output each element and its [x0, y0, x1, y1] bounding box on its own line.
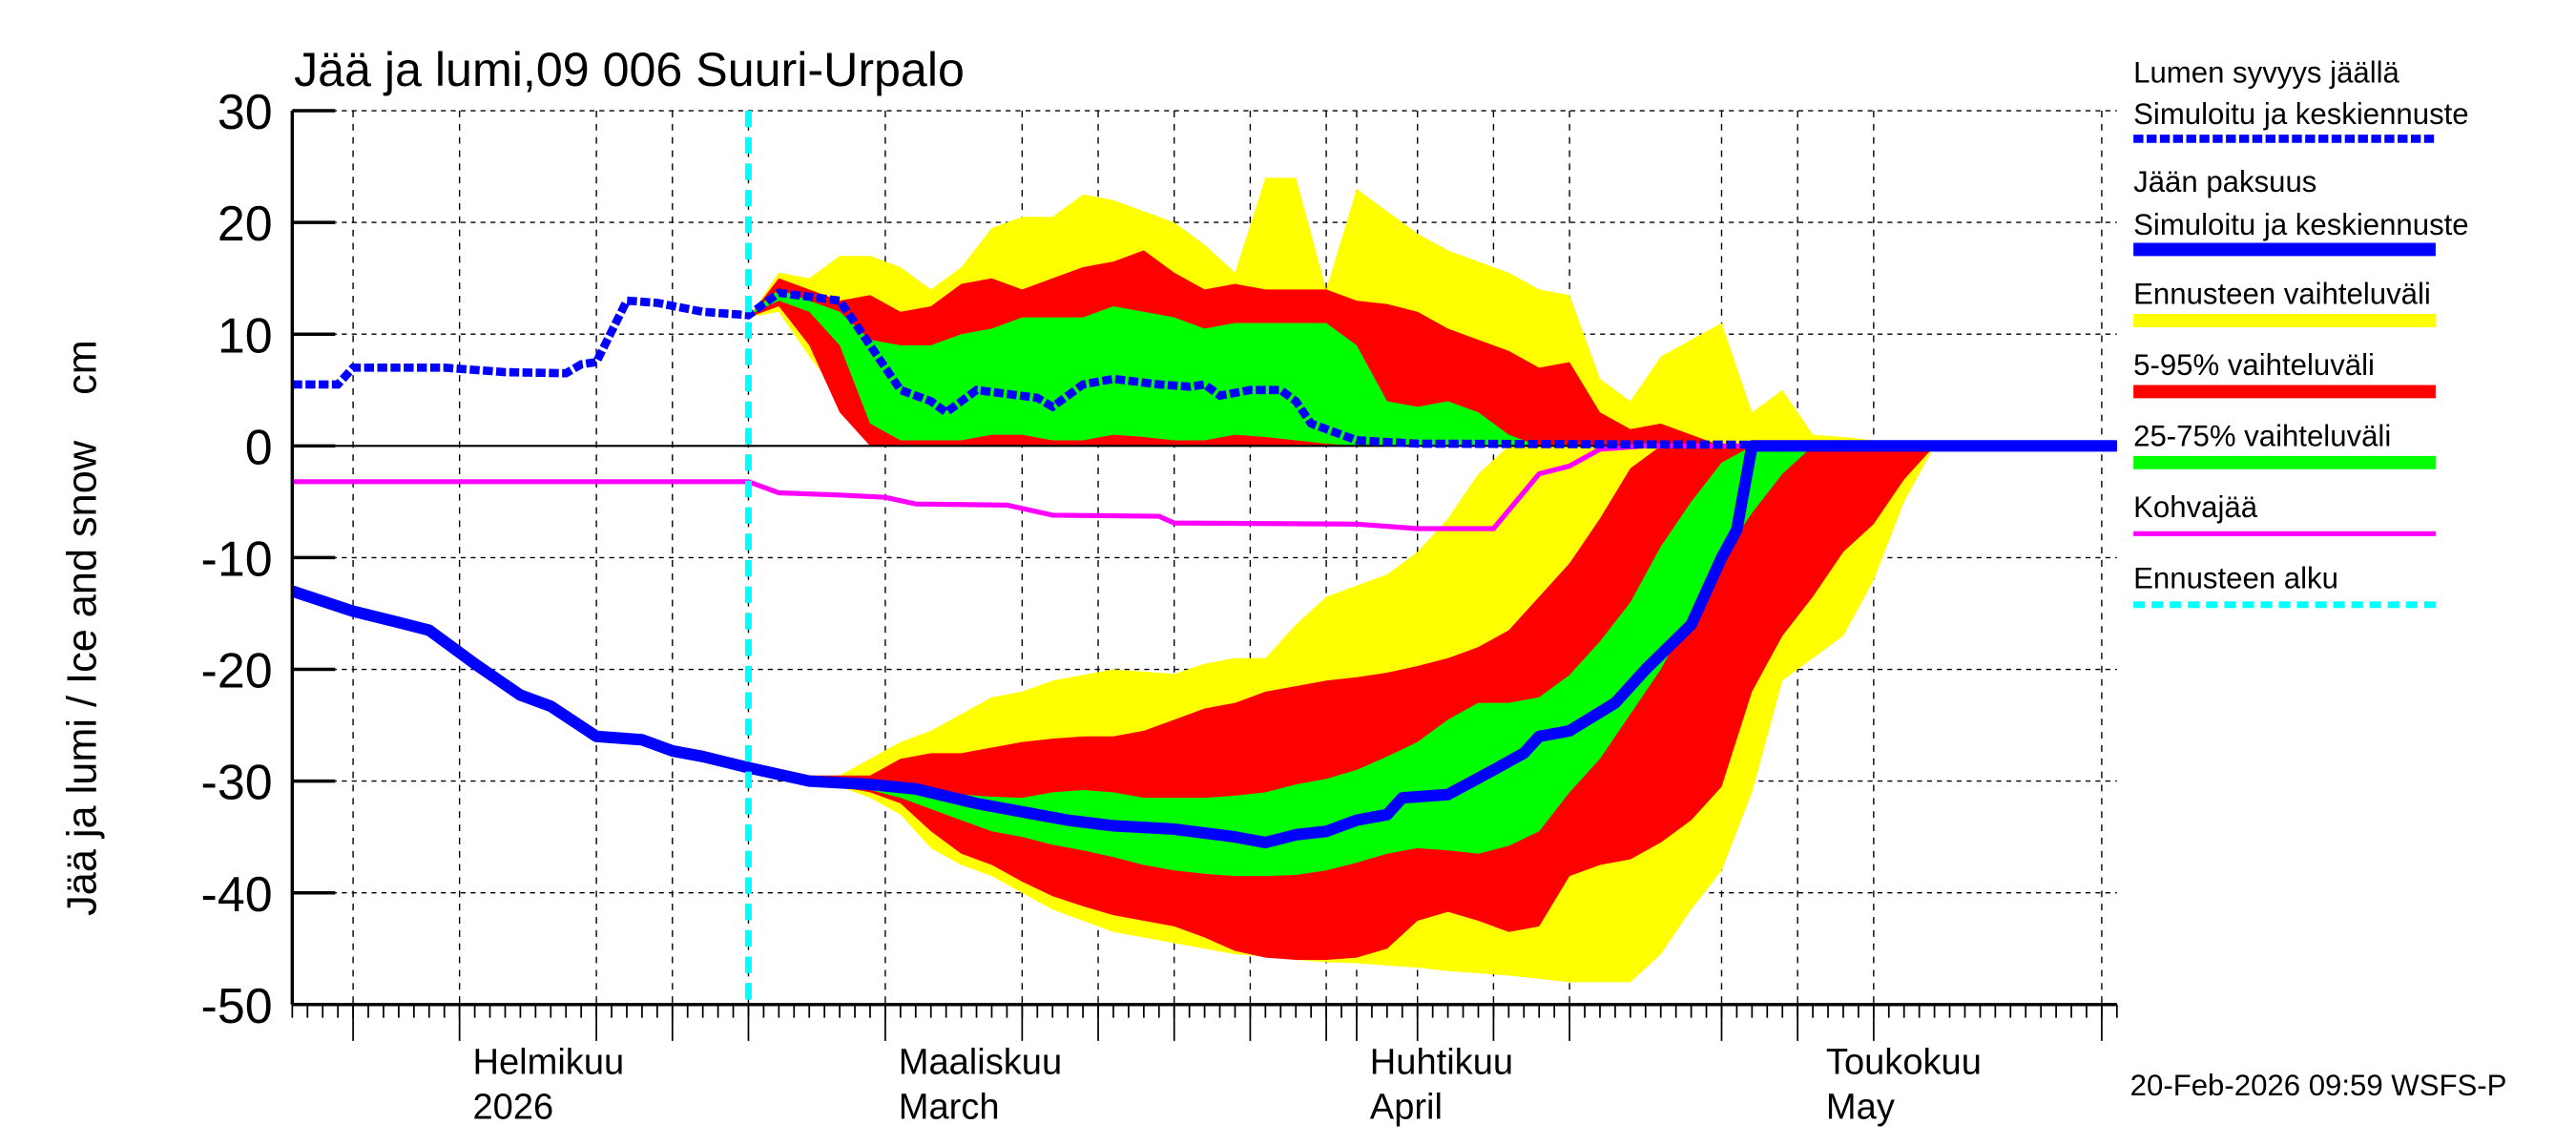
slush-line — [292, 443, 2117, 531]
y-tick-label: -30 — [201, 756, 273, 811]
legend-label-5-95: 5-95% vaihteluväli — [2133, 348, 2375, 382]
legend: Lumen syvyys jäällä Simuloitu ja keskien… — [2133, 56, 2469, 609]
y-tick-label: 10 — [218, 308, 273, 364]
x-month-label: Helmikuu — [473, 1043, 625, 1083]
band-ice-00ff00 — [748, 446, 1935, 877]
y-tick-label: -20 — [201, 644, 273, 699]
x-month-sublabel: 2026 — [473, 1087, 554, 1127]
y-tick-label: -50 — [201, 979, 273, 1034]
series-lines — [290, 288, 2117, 849]
x-month-sublabel: May — [1826, 1087, 1895, 1127]
legend-label-ice: Jään paksuus — [2133, 165, 2316, 198]
legend-sublabel-snow: Simuloitu ja keskiennuste — [2133, 97, 2468, 131]
x-month-label: Maaliskuu — [899, 1043, 1062, 1083]
chart-title: Jää ja lumi,09 006 Suuri-Urpalo — [294, 43, 965, 96]
legend-label-snow: Lumen syvyys jäällä — [2133, 56, 2399, 90]
y-tick-label: 30 — [218, 85, 273, 140]
y-tick-label: -10 — [201, 531, 273, 587]
y-tick-label: -40 — [201, 867, 273, 923]
footer-timestamp: 20-Feb-2026 09:59 WSFS-P — [2130, 1069, 2507, 1102]
snow-depth-line — [292, 288, 2117, 450]
x-month-label: Toukokuu — [1826, 1043, 1982, 1083]
y-tick-label: 20 — [218, 197, 273, 252]
y-tick-label: 0 — [245, 420, 273, 475]
x-month-sublabel: March — [899, 1087, 1000, 1127]
x-month-sublabel: April — [1370, 1087, 1443, 1127]
legend-label-range: Ennusteen vaihteluväli — [2133, 278, 2431, 311]
y-tick-labels: 30 20 10 0 -10 -20 -30 -40 -50 — [201, 85, 273, 1034]
legend-label-forecast-start: Ennusteen alku — [2133, 561, 2338, 594]
legend-label-slush: Kohvajää — [2133, 490, 2258, 524]
forecast-bands — [748, 177, 1935, 983]
y-axis-label: Jää ja lumi / Ice and snow cm — [59, 340, 105, 916]
axes — [290, 109, 2118, 1041]
legend-label-25-75: 25-75% vaihteluväli — [2133, 420, 2391, 453]
legend-sublabel-ice: Simuloitu ja keskiennuste — [2133, 208, 2468, 241]
x-month-label: Huhtikuu — [1370, 1043, 1513, 1083]
ice-thickness-line — [290, 440, 2117, 849]
